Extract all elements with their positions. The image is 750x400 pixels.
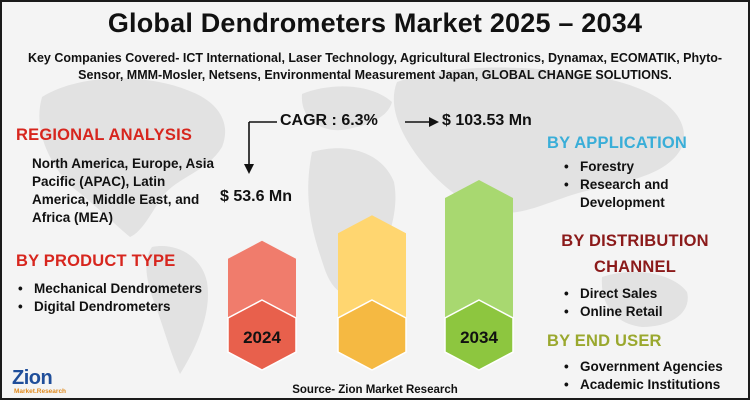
bar-2024: 2024 [227, 240, 297, 371]
regional-analysis-heading: REGIONAL ANALYSIS [16, 126, 193, 144]
bar-hexagon [337, 299, 407, 371]
page-title: Global Dendrometers Market 2025 – 2034 [107, 8, 643, 38]
list-item: Academic Institutions [562, 376, 747, 394]
list-item: Forestry [562, 158, 742, 176]
start-arrow-head [244, 164, 254, 174]
list-item: Research and Development [562, 176, 742, 212]
application-list: Forestry Research and Development [562, 158, 742, 212]
list-item: Online Retail [562, 303, 742, 321]
list-item: Government Agencies [562, 358, 747, 376]
regional-analysis-text: North America, Europe, Asia Pacific (APA… [32, 156, 215, 225]
bar-body [338, 215, 406, 318]
list-item: Digital Dendrometers [16, 298, 216, 316]
distribution-channel-list: Direct Sales Online Retail [562, 285, 742, 321]
key-companies-text: Key Companies Covered- ICT International… [27, 51, 723, 82]
bar-year-label: 2034 [460, 328, 498, 347]
list-item: Direct Sales [562, 285, 742, 303]
end-user-heading: BY END USER [547, 332, 662, 350]
bar-hexagon [444, 299, 514, 371]
application-heading: BY APPLICATION [547, 134, 688, 152]
logo-subtitle: Market.Research [14, 388, 67, 395]
distribution-channel-heading: BY DISTRIBUTION CHANNEL [547, 228, 723, 280]
product-type-list: Mechanical Dendrometers Digital Dendrome… [16, 280, 216, 316]
bar-body [228, 240, 296, 318]
end-user-list: Government Agencies Academic Institution… [562, 358, 747, 394]
zion-logo: Zion Market.Research [12, 367, 74, 397]
bar-2034: 2034 [444, 180, 514, 371]
distribution-heading-line1: BY DISTRIBUTION [561, 232, 709, 250]
distribution-heading-line2: CHANNEL [593, 258, 677, 276]
bar-middle [337, 215, 407, 371]
product-type-heading: BY PRODUCT TYPE [16, 252, 176, 270]
list-item: Mechanical Dendrometers [16, 280, 216, 298]
end-arrow-head [429, 117, 439, 127]
market-growth-chart: 2024 2034 [227, 117, 514, 371]
bar-body [445, 180, 513, 318]
end-value-label: $ 103.53 Mn [442, 112, 532, 129]
bar-hexagon [227, 299, 297, 371]
bar-year-label: 2024 [243, 328, 281, 347]
cagr-label: CAGR : 6.3% [280, 112, 378, 129]
logo-wordmark: Zion [12, 367, 53, 389]
start-value-label: $ 53.6 Mn [220, 188, 293, 205]
source-note: Source- Zion Market Research [292, 384, 458, 396]
